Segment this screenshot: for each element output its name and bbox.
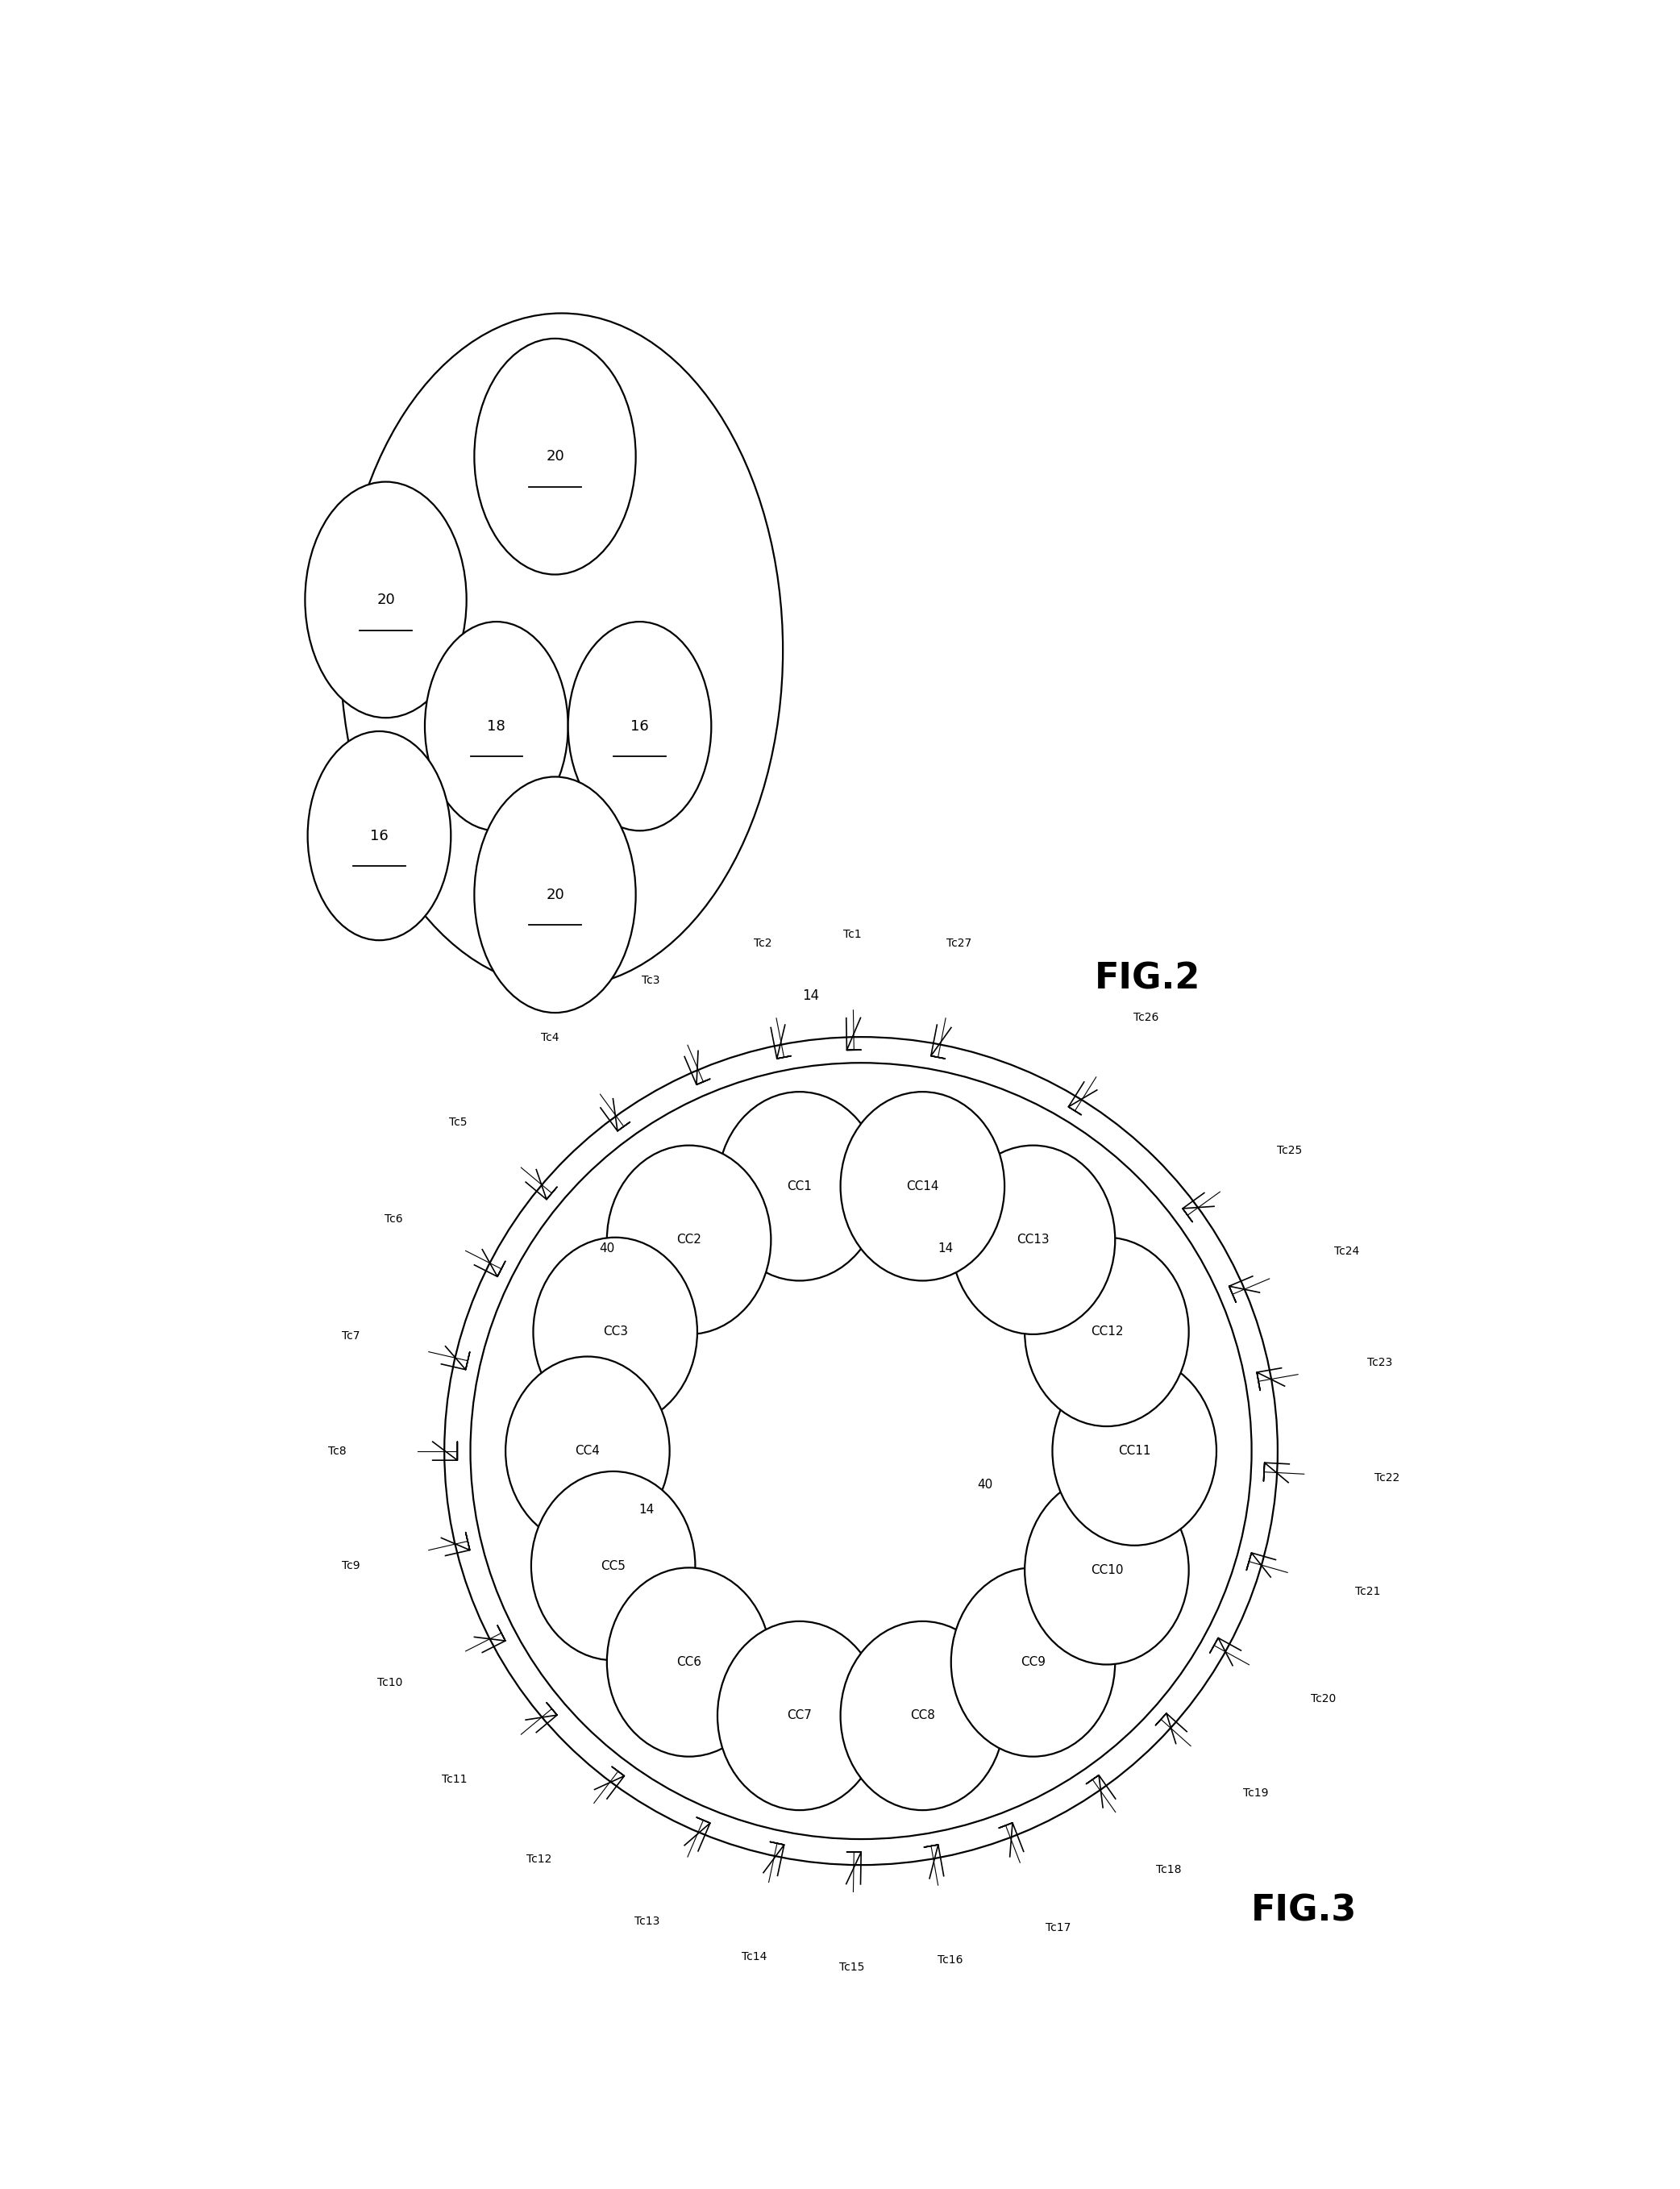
Text: 20: 20 [376,593,395,606]
Text: Tc13: Tc13 [635,1915,660,1926]
Text: 40: 40 [600,1243,615,1254]
Text: Tc10: Tc10 [378,1677,403,1688]
Text: Tc1: Tc1 [843,928,862,939]
Text: CC4: CC4 [575,1445,600,1458]
Text: 14: 14 [638,1504,654,1517]
Text: Tc6: Tc6 [385,1213,403,1224]
Text: Tc22: Tc22 [1374,1471,1399,1484]
Text: 14: 14 [937,1243,953,1254]
Text: 16: 16 [630,718,648,733]
Ellipse shape [1025,1475,1189,1664]
Text: 20: 20 [546,887,564,902]
Text: CC7: CC7 [786,1710,811,1723]
Ellipse shape [531,1471,696,1659]
Text: CC11: CC11 [1119,1445,1151,1458]
Ellipse shape [717,1092,882,1281]
Text: CC9: CC9 [1020,1657,1045,1668]
Text: Tc3: Tc3 [642,974,660,987]
Text: Tc2: Tc2 [754,939,771,950]
Ellipse shape [606,1567,771,1756]
Text: Tc26: Tc26 [1134,1011,1159,1022]
Text: Tc8: Tc8 [329,1445,346,1456]
Text: Tc17: Tc17 [1045,1922,1070,1933]
Ellipse shape [306,482,467,718]
Text: Tc25: Tc25 [1277,1145,1302,1156]
Text: Tc15: Tc15 [840,1961,865,1972]
Text: 16: 16 [370,827,388,843]
Text: Tc18: Tc18 [1156,1865,1181,1876]
Text: Tc16: Tc16 [937,1955,963,1966]
Text: CC13: CC13 [1016,1235,1050,1246]
Text: CC14: CC14 [906,1180,939,1193]
Text: Tc27: Tc27 [946,939,971,950]
Text: FIG.3: FIG.3 [1252,1893,1356,1929]
Ellipse shape [840,1092,1005,1281]
Text: 18: 18 [487,718,506,733]
Text: Tc4: Tc4 [541,1031,559,1044]
Text: Tc14: Tc14 [741,1950,766,1961]
Text: Tc7: Tc7 [341,1331,360,1342]
Ellipse shape [425,622,568,830]
Text: CC3: CC3 [603,1327,628,1337]
Text: Tc9: Tc9 [341,1561,360,1572]
Text: Tc12: Tc12 [526,1854,551,1865]
Text: 40: 40 [978,1478,993,1491]
Text: CC10: CC10 [1090,1563,1122,1576]
Text: Tc21: Tc21 [1356,1587,1381,1598]
Text: CC5: CC5 [601,1561,625,1572]
Ellipse shape [606,1145,771,1335]
Text: Tc5: Tc5 [449,1116,467,1127]
Text: Tc20: Tc20 [1310,1692,1336,1705]
Text: CC8: CC8 [911,1710,936,1723]
Text: CC12: CC12 [1090,1327,1122,1337]
Text: FIG.2: FIG.2 [1094,961,1201,996]
Ellipse shape [1052,1357,1216,1545]
Text: Tc24: Tc24 [1334,1246,1359,1256]
Ellipse shape [474,339,635,574]
Text: CC1: CC1 [786,1180,811,1193]
Ellipse shape [717,1622,882,1810]
Ellipse shape [1025,1237,1189,1427]
Text: CC6: CC6 [677,1657,702,1668]
Text: Tc19: Tc19 [1243,1786,1268,1799]
Text: Tc23: Tc23 [1368,1357,1393,1368]
Ellipse shape [533,1237,697,1427]
Ellipse shape [951,1145,1116,1335]
Text: CC2: CC2 [677,1235,701,1246]
Text: 20: 20 [546,449,564,464]
Text: 14: 14 [803,989,820,1003]
Ellipse shape [474,777,635,1014]
Ellipse shape [840,1622,1005,1810]
Ellipse shape [506,1357,670,1545]
Ellipse shape [307,731,450,941]
Text: Tc11: Tc11 [442,1773,467,1784]
Ellipse shape [951,1567,1116,1756]
Ellipse shape [568,622,711,830]
